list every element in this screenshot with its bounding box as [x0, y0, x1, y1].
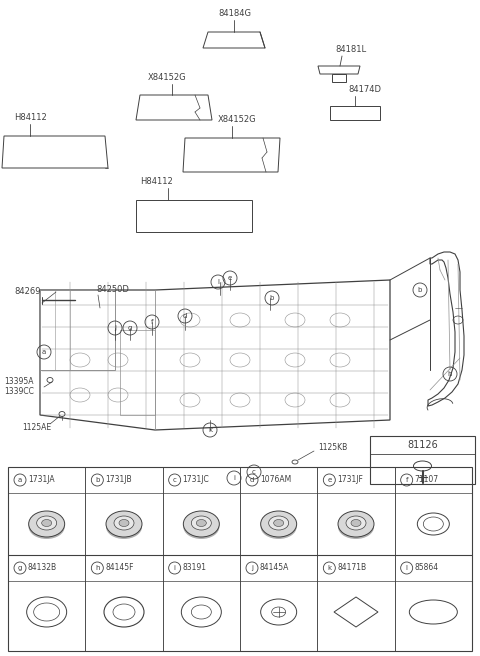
Text: a: a: [18, 477, 22, 483]
Text: j: j: [114, 325, 116, 331]
Text: j: j: [251, 565, 253, 571]
Text: 84145A: 84145A: [260, 564, 289, 573]
Text: b: b: [418, 287, 422, 293]
Bar: [370, 436, 475, 484]
Ellipse shape: [119, 520, 129, 527]
Text: 1125AE: 1125AE: [22, 424, 51, 432]
Text: k: k: [208, 427, 212, 433]
Text: d: d: [250, 477, 254, 483]
Ellipse shape: [346, 516, 366, 530]
Text: 84132B: 84132B: [28, 564, 57, 573]
Text: H84112: H84112: [14, 113, 47, 123]
Ellipse shape: [338, 515, 374, 539]
Ellipse shape: [183, 515, 219, 539]
Text: f: f: [406, 477, 408, 483]
Text: a: a: [42, 349, 46, 355]
Text: d: d: [183, 313, 187, 319]
Text: k: k: [327, 565, 331, 571]
Text: 13395A: 13395A: [4, 377, 34, 386]
Text: 1731JF: 1731JF: [337, 476, 363, 485]
Text: 1125KB: 1125KB: [318, 443, 347, 453]
Text: X84152G: X84152G: [218, 115, 257, 125]
Text: 84171B: 84171B: [337, 564, 366, 573]
Ellipse shape: [36, 516, 57, 530]
Ellipse shape: [196, 520, 206, 527]
Text: i: i: [233, 475, 235, 481]
Text: i: i: [174, 565, 176, 571]
Text: f: f: [151, 319, 153, 325]
Text: c: c: [252, 469, 256, 475]
Ellipse shape: [261, 515, 297, 539]
Text: h: h: [448, 371, 452, 377]
Text: l: l: [406, 565, 408, 571]
Ellipse shape: [269, 516, 288, 530]
Ellipse shape: [338, 511, 374, 537]
Text: 84269: 84269: [14, 287, 40, 297]
Text: 84181L: 84181L: [335, 45, 366, 54]
Ellipse shape: [42, 520, 52, 527]
Text: e: e: [228, 275, 232, 281]
Text: 84174D: 84174D: [348, 85, 381, 94]
Ellipse shape: [261, 511, 297, 537]
Text: 84250D: 84250D: [96, 285, 129, 293]
Ellipse shape: [106, 511, 142, 537]
Text: h: h: [95, 565, 99, 571]
Ellipse shape: [114, 516, 134, 530]
Text: b: b: [270, 295, 274, 301]
Text: 1731JA: 1731JA: [28, 476, 55, 485]
Text: l: l: [217, 279, 219, 285]
Ellipse shape: [274, 520, 284, 527]
Text: 84184G: 84184G: [218, 9, 251, 18]
Text: 81126: 81126: [407, 440, 438, 450]
Text: H84112: H84112: [140, 178, 173, 186]
Ellipse shape: [29, 511, 65, 537]
Text: g: g: [18, 565, 22, 571]
Text: g: g: [128, 325, 132, 331]
Ellipse shape: [29, 515, 65, 539]
Ellipse shape: [192, 516, 211, 530]
Text: 85864: 85864: [415, 564, 439, 573]
Ellipse shape: [106, 515, 142, 539]
Text: 1731JB: 1731JB: [105, 476, 132, 485]
Text: 84145F: 84145F: [105, 564, 134, 573]
Text: 1339CC: 1339CC: [4, 388, 34, 396]
Ellipse shape: [183, 511, 219, 537]
Ellipse shape: [351, 520, 361, 527]
Text: e: e: [327, 477, 332, 483]
Text: b: b: [95, 477, 99, 483]
Text: 1076AM: 1076AM: [260, 476, 291, 485]
Text: X84152G: X84152G: [148, 73, 187, 83]
Text: 83191: 83191: [183, 564, 207, 573]
Bar: [8, 467, 472, 651]
Text: 1731JC: 1731JC: [183, 476, 209, 485]
Text: 71107: 71107: [415, 476, 439, 485]
Text: c: c: [173, 477, 177, 483]
